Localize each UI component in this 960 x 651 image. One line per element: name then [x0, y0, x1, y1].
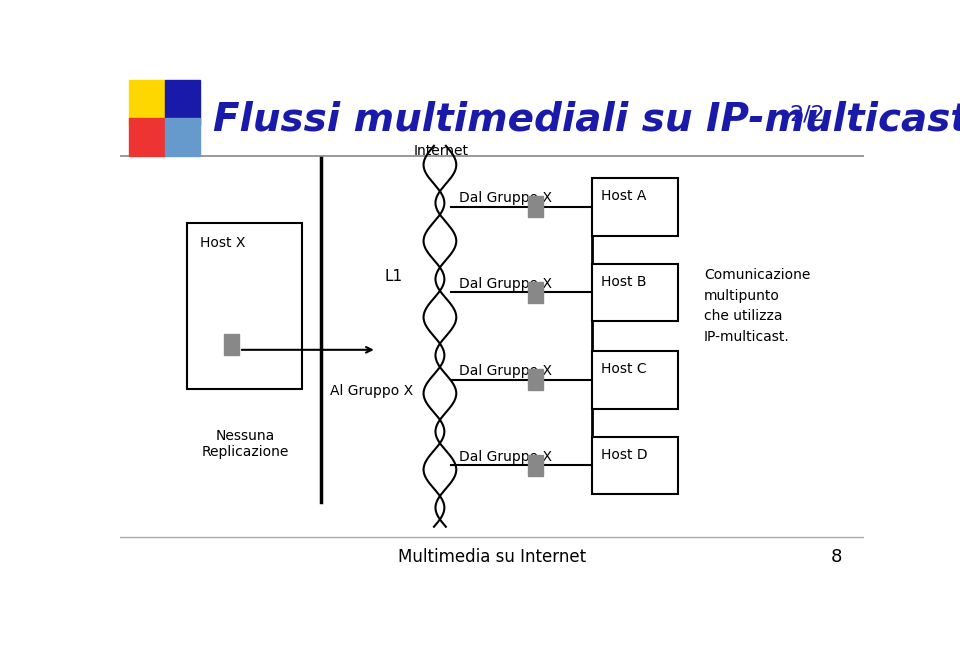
Text: 2/2: 2/2: [789, 104, 826, 124]
Bar: [187, 223, 302, 389]
Text: Host D: Host D: [601, 447, 648, 462]
Text: Dal Gruppo X: Dal Gruppo X: [459, 365, 551, 378]
Bar: [528, 454, 543, 476]
Bar: [528, 197, 543, 217]
Bar: [129, 79, 165, 125]
Text: Host C: Host C: [601, 363, 647, 376]
Text: Nessuna
Replicazione: Nessuna Replicazione: [202, 429, 289, 459]
Bar: [165, 79, 201, 125]
Bar: [528, 282, 543, 303]
Text: Dal Gruppo X: Dal Gruppo X: [459, 450, 551, 464]
Bar: [225, 334, 239, 355]
Text: Host A: Host A: [601, 189, 647, 203]
Text: Host X: Host X: [201, 236, 246, 250]
Text: Al Gruppo X: Al Gruppo X: [330, 384, 413, 398]
Bar: [165, 118, 201, 156]
Text: Comunicazione
multipunto
che utilizza
IP-multicast.: Comunicazione multipunto che utilizza IP…: [704, 268, 810, 344]
Bar: [592, 352, 678, 409]
Text: Internet: Internet: [414, 144, 468, 158]
Text: 8: 8: [830, 548, 842, 566]
Text: L1: L1: [384, 269, 402, 284]
Bar: [528, 369, 543, 391]
Bar: [592, 437, 678, 494]
Text: Dal Gruppo X: Dal Gruppo X: [459, 191, 551, 206]
Text: Host B: Host B: [601, 275, 647, 288]
Text: Dal Gruppo X: Dal Gruppo X: [459, 277, 551, 290]
Bar: [592, 264, 678, 321]
Bar: [592, 178, 678, 236]
Bar: [129, 118, 165, 156]
Text: Multimedia su Internet: Multimedia su Internet: [398, 548, 586, 566]
Text: Flussi multimediali su IP-multicast: Flussi multimediali su IP-multicast: [213, 101, 960, 139]
